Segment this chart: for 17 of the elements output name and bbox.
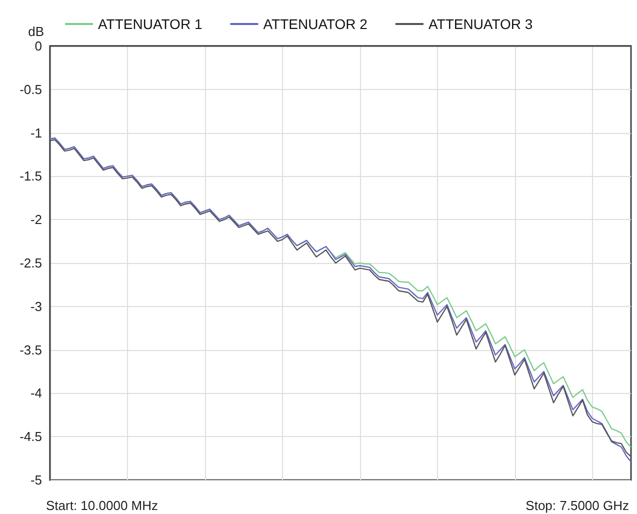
y-tick-label: -2 (30, 212, 42, 228)
text: Start: 10.0000 MHz (46, 498, 158, 513)
legend-label: ATTENUATOR 3 (428, 16, 533, 32)
y-tick-label: 0 (34, 38, 42, 54)
text: Stop: 7.5000 GHz (526, 498, 630, 513)
y-tick-label: -3.5 (20, 342, 42, 358)
y-tick-label: -4.5 (20, 429, 42, 444)
y-tick-label: -3 (30, 298, 42, 314)
y-tick-label: -0.5 (20, 82, 42, 97)
legend-label: ATTENUATOR 2 (263, 16, 368, 32)
y-tick-label: -2.5 (20, 256, 42, 270)
y-tick-label: -4 (30, 386, 42, 401)
y-tick-label: -1 (30, 125, 42, 140)
y-tick-label: -5 (30, 472, 42, 488)
y-tick-label: -1.5 (20, 168, 42, 184)
legend-label: ATTENUATOR 1 (98, 16, 202, 32)
y-axis-title: dB (28, 24, 44, 39)
